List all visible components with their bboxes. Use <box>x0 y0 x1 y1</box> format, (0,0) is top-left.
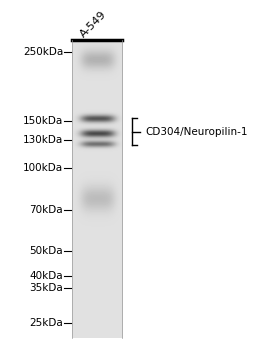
Text: 100kDa: 100kDa <box>23 163 63 173</box>
Text: 150kDa: 150kDa <box>23 116 63 126</box>
Text: 35kDa: 35kDa <box>29 283 63 293</box>
Text: CD304/Neuropilin-1: CD304/Neuropilin-1 <box>145 127 248 136</box>
Text: 250kDa: 250kDa <box>23 47 63 57</box>
Text: 50kDa: 50kDa <box>29 246 63 257</box>
Text: 130kDa: 130kDa <box>23 135 63 145</box>
Text: 25kDa: 25kDa <box>29 317 63 328</box>
Text: 70kDa: 70kDa <box>29 205 63 215</box>
Text: A-549: A-549 <box>78 9 109 39</box>
Text: 40kDa: 40kDa <box>29 271 63 281</box>
